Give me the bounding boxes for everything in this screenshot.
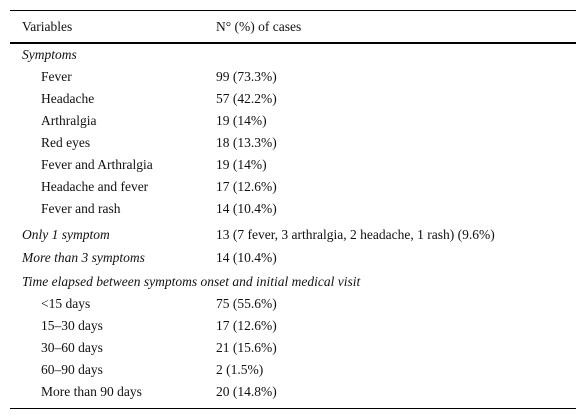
row-value: 17 (12.6%) — [216, 317, 277, 333]
row-label: More than 90 days — [41, 383, 142, 399]
section-title: More than 3 symptoms — [22, 250, 145, 265]
row-label: Headache — [41, 91, 95, 106]
row-value: 75 (55.6%) — [216, 295, 277, 311]
row-value: 20 (14.8%) — [216, 383, 277, 399]
row-label: Red eyes — [41, 135, 91, 150]
row-label: Headache and fever — [41, 179, 149, 194]
row-value: 19 (14%) — [216, 113, 267, 128]
row-value: 57 (42.2%) — [216, 91, 277, 106]
section-value: 14 (10.4%) — [216, 250, 277, 265]
section-title: Symptoms — [22, 47, 77, 62]
section-title: Only 1 symptom — [22, 226, 110, 242]
row-value: 14 (10.4%) — [216, 201, 277, 216]
row-label: 15–30 days — [41, 317, 103, 333]
row-label: Fever and Arthralgia — [41, 157, 153, 172]
row-value: 17 (12.6%) — [216, 179, 277, 194]
section-value: 13 (7 fever, 3 arthralgia, 2 headache, 1… — [216, 226, 495, 242]
bottom-rule — [10, 408, 576, 409]
header-rule — [10, 42, 576, 44]
header-cell: N° (%) of cases — [216, 19, 302, 34]
row-label: 30–60 days — [41, 339, 103, 355]
row-label: <15 days — [41, 295, 91, 311]
row-label: Fever and rash — [41, 201, 121, 216]
top-rule — [10, 10, 576, 11]
header-cell: Variables — [22, 19, 73, 34]
section-title: Time elapsed between symptoms onset and … — [22, 273, 361, 289]
row-value: 21 (15.6%) — [216, 339, 277, 355]
row-value: 18 (13.3%) — [216, 135, 277, 150]
row-label: Arthralgia — [41, 113, 97, 128]
row-value: 19 (14%) — [216, 157, 267, 172]
row-value: 2 (1.5%) — [216, 361, 264, 377]
row-value: 99 (73.3%) — [216, 69, 277, 84]
row-label: 60–90 days — [41, 361, 103, 377]
row-label: Fever — [41, 69, 72, 84]
